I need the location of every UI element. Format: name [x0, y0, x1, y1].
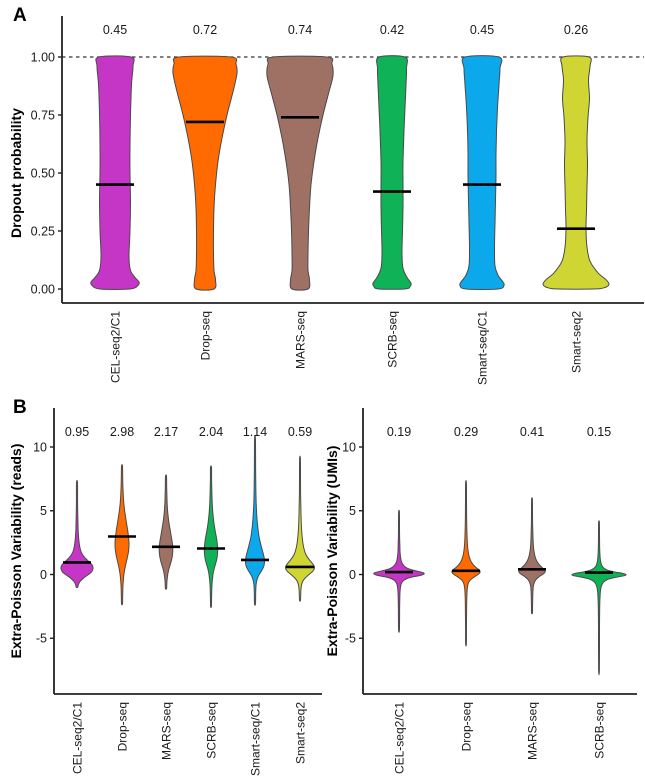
panel-b-umis-annotation-value: 0.19 [387, 425, 411, 439]
panel-b-reads-y-tick-label: 10 [33, 440, 47, 454]
panel-a-annotation-value: 0.26 [564, 23, 588, 37]
panel-b-umis-x-category-label: Drop-seq [460, 702, 474, 751]
panel-a-violin-2 [172, 55, 238, 291]
panel-b-reads-y-tick-label: -5 [36, 632, 47, 646]
panel-a-violin-5 [459, 55, 505, 290]
panel-b-label: B [13, 397, 27, 418]
panel-b-reads-annotation-value: 0.95 [65, 425, 89, 439]
panel-a-annotation-value: 0.42 [380, 23, 404, 37]
panel-b-reads-annotation-value: 0.59 [288, 425, 312, 439]
panel-a-x-category-label: Smart-seq2 [570, 311, 584, 373]
panel-a-x-category-label: Drop-seq [199, 311, 213, 360]
panel-b-umis-annotation-value: 0.41 [520, 425, 544, 439]
panel-b-umis-y-tick-label: 5 [349, 504, 356, 518]
panel-a-x-category-label: Smart-seq/C1 [476, 311, 490, 385]
panel-b-reads-x-category-label: Drop-seq [116, 702, 130, 751]
panel-b-reads-violin-1 [60, 479, 94, 589]
panel-b-umis-violin-4 [571, 520, 627, 676]
panel-a-y-tick-label: 0.25 [31, 224, 55, 238]
panel-a-y-tick-label: 0.50 [31, 166, 55, 180]
panel-a-x-category-label: SCRB-seq [386, 311, 400, 368]
panel-b-reads-annotation-value: 2.98 [110, 425, 134, 439]
panel-a-y-tick-label: 0.75 [31, 108, 55, 122]
panel-b-umis-x-category-label: MARS-seq [526, 702, 540, 760]
panel-b-reads-violin-6 [284, 455, 316, 602]
panel-a-y-tick-label: 0.00 [31, 282, 55, 296]
panel-b-umis-y-tick-label: -5 [345, 632, 356, 646]
panel-a-annotation-value: 0.45 [470, 23, 494, 37]
panel-b-reads-x-category-label: SCRB-seq [205, 702, 219, 759]
panel-a-violin-6 [542, 55, 610, 290]
panel-b-umis-x-category-label: SCRB-seq [593, 702, 607, 759]
panel-b-reads-annotation-value: 2.04 [199, 425, 223, 439]
panel-b-umis-x-category-label: CEL-seq2/C1 [393, 702, 407, 774]
panel-b-umis-violin-2 [451, 480, 481, 647]
panel-b-umis-y-tick-label: 0 [349, 568, 356, 582]
panel-b-reads-x-category-label: CEL-seq2/C1 [71, 702, 85, 774]
panel-b-reads-violin-5 [244, 435, 266, 606]
panel-a-violin-3 [266, 55, 334, 291]
panel-b-reads-annotation-value: 1.14 [243, 425, 267, 439]
panel-a-violin-4 [372, 55, 412, 290]
panel-b-umis-violin-3 [518, 497, 546, 615]
panel-b-reads-x-category-label: MARS-seq [160, 702, 174, 760]
panel-b-reads-annotation-value: 2.17 [154, 425, 178, 439]
panel-b-reads-violin-4 [203, 465, 219, 609]
panel-b-umis-annotation-value: 0.29 [454, 425, 478, 439]
panel-b-reads-violin-2 [114, 464, 130, 606]
panel-a-y-tick-label: 1.00 [31, 50, 55, 64]
panel-a-annotation-value: 0.72 [193, 23, 217, 37]
panel-b-reads-y-tick-label: 0 [40, 568, 47, 582]
panel-a-violin-1 [90, 55, 140, 290]
panel-a-annotation-value: 0.45 [103, 23, 127, 37]
panel-b-reads-violin-3 [158, 474, 174, 590]
panel-b-umis-annotation-value: 0.15 [587, 425, 611, 439]
panel-a-annotation-value: 0.74 [288, 23, 312, 37]
panel-b-reads-y-tick-label: 5 [40, 504, 47, 518]
panel-a-x-category-label: CEL-seq2/C1 [109, 311, 123, 383]
panel-b-reads-x-category-label: Smart-seq2 [294, 702, 308, 764]
panel-a-x-category-label: MARS-seq [294, 311, 308, 369]
panel-b-reads-x-category-label: Smart-seq/C1 [249, 702, 263, 776]
panel-a-label: A [13, 5, 27, 26]
panel-b-umis-y-tick-label: 10 [342, 440, 356, 454]
